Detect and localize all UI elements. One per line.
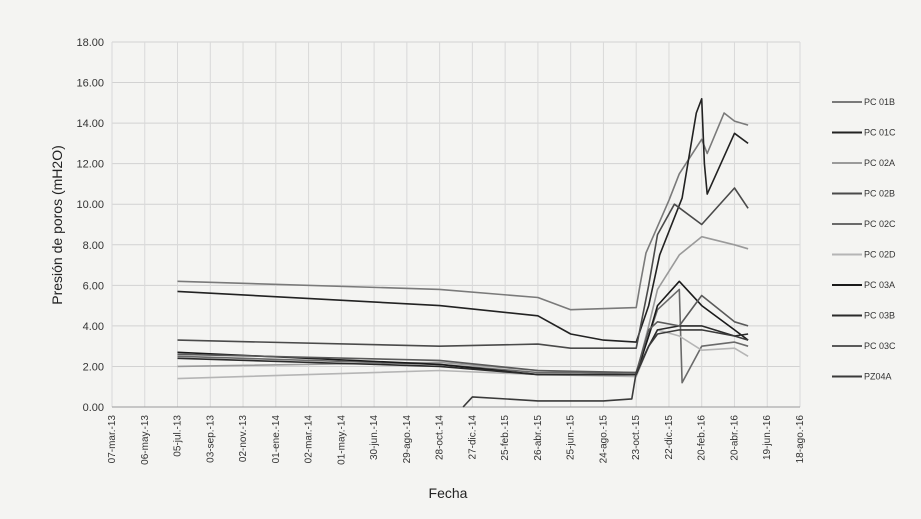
series-line-pc-03a [177, 280, 749, 376]
x-tick-label: 28-oct.-14 [435, 415, 446, 460]
y-tick-label: 14.00 [76, 118, 104, 130]
x-axis-title: Fecha [429, 485, 468, 501]
series-line-pc-02a [177, 235, 749, 376]
y-tick-label: 8.00 [83, 240, 104, 252]
y-tick-labels: 0.00 2.00 4.00 6.00 8.00 10.00 12.00 14.00 16.00… [76, 37, 104, 414]
x-tick-label: 25-feb.-15 [500, 415, 511, 461]
legend-label: PC 01B [864, 97, 895, 107]
legend-label: PC 02A [864, 158, 895, 168]
x-tick-label: 07-mar.-13 [107, 415, 118, 464]
y-tick-label: 18.00 [76, 37, 104, 49]
x-tick-label: 22-dic.-15 [664, 415, 675, 460]
x-tick-label: 20-feb.-16 [697, 415, 708, 461]
legend-label: PZ04A [864, 372, 892, 382]
legend: PC 01B PC 01C PC 02A PC 02B PC 02C PC 02D PC 0… [832, 97, 896, 382]
x-tick-label: 06-may.-13 [140, 415, 151, 465]
x-tick-label: 18-ago.-16 [795, 415, 806, 464]
y-tick-label: 4.00 [83, 321, 104, 333]
y-tick-label: 2.00 [83, 361, 104, 373]
y-tick-label: 6.00 [83, 280, 104, 292]
legend-label: PC 03A [864, 280, 895, 290]
legend-label: PC 03C [864, 341, 896, 351]
x-tick-label: 30-jun.-14 [369, 415, 380, 460]
x-tick-label: 02-mar.-14 [304, 415, 315, 464]
x-tick-label: 19-jun.-16 [762, 415, 773, 460]
x-tick-label: 05-jul.-13 [173, 415, 184, 457]
x-tick-label: 24-ago.-15 [598, 415, 609, 464]
x-tick-label: 03-sep.-13 [205, 415, 216, 463]
series-line-pc-01c [177, 98, 749, 343]
series-lines [177, 98, 749, 408]
x-tick-label: 02-nov.-13 [238, 415, 249, 463]
series-line-pz04a [462, 329, 749, 408]
series-line-pc-02b [177, 187, 749, 349]
legend-label: PC 02C [864, 219, 896, 229]
x-tick-label: 20-abr.-16 [729, 415, 740, 461]
y-tick-label: 0.00 [83, 402, 104, 414]
series-line-pc-03b [177, 325, 749, 376]
series-line-pc-01b [177, 112, 749, 311]
legend-label: PC 03B [864, 311, 895, 321]
x-tick-label: 29-ago.-14 [402, 415, 413, 464]
x-tick-label: 23-oct.-15 [631, 415, 642, 460]
legend-label: PC 02B [864, 189, 895, 199]
x-tick-label: 01-may.-14 [336, 415, 347, 465]
y-axis-title: Presión de poros (mH2O) [49, 145, 65, 305]
y-tick-label: 16.00 [76, 78, 104, 90]
x-tick-labels: 07-mar.-13 06-may.-13 05-jul.-13 03-sep.-13… [107, 415, 806, 465]
series-line-pc-02c [177, 288, 749, 384]
x-tick-label: 27-dic.-14 [467, 415, 478, 460]
x-tick-label: 25-jun.-15 [566, 415, 577, 460]
y-tick-label: 12.00 [76, 159, 104, 171]
y-tick-label: 10.00 [76, 199, 104, 211]
series-line-pc-03c [177, 294, 749, 374]
x-tick-label: 01-ene.-14 [271, 415, 282, 464]
legend-label: PC 02D [864, 250, 896, 260]
x-tick-label: 26-abr.-15 [533, 415, 544, 461]
legend-label: PC 01C [864, 128, 896, 138]
